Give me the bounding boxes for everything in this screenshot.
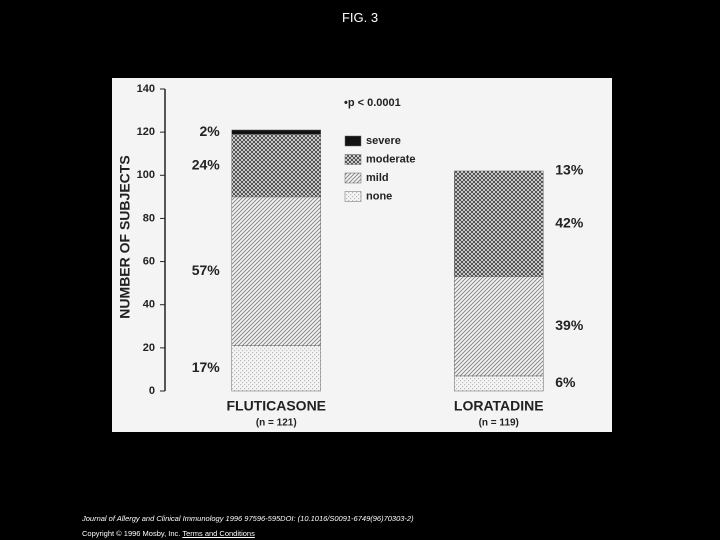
bar-segment [231, 196, 321, 346]
value-label: 57% [192, 262, 221, 278]
x-tick-label: LORATADINE [454, 398, 544, 414]
bar-segment [231, 134, 321, 198]
y-tick-label: 140 [137, 83, 155, 95]
bar-segment [454, 276, 544, 377]
legend-label: mild [366, 172, 389, 184]
category-note: (n = 119) [479, 418, 519, 429]
bar-segment [454, 170, 544, 277]
y-tick-label: 40 [143, 299, 155, 311]
y-axis-title: NUMBER OF SUBJECTS [117, 155, 133, 318]
slide-title: FIG. 3 [341, 10, 379, 25]
value-label: 42% [555, 215, 584, 231]
bar-segment [454, 375, 544, 392]
legend-swatch [344, 154, 362, 165]
value-label: 13% [555, 162, 584, 178]
value-label: 24% [192, 156, 221, 172]
y-tick-label: 100 [137, 169, 155, 181]
y-tick-label: 120 [137, 126, 155, 138]
legend-label: none [366, 190, 392, 202]
legend-swatch [344, 191, 362, 202]
bar-segment [231, 345, 321, 392]
value-label: 2% [200, 123, 221, 139]
copyright: Copyright © 1996 Mosby, Inc. [82, 529, 181, 538]
y-tick-label: 60 [143, 255, 155, 267]
y-tick-label: 20 [143, 342, 155, 354]
value-label: 39% [555, 317, 584, 333]
value-label: 6% [555, 374, 576, 390]
bar-segment [231, 129, 321, 135]
y-tick-label: 0 [149, 385, 155, 397]
copyright-line: Copyright © 1996 Mosby, Inc. Terms and C… [82, 529, 255, 538]
y-tick-label: 80 [143, 212, 155, 224]
legend-swatch [344, 135, 362, 147]
x-tick-label: FLUTICASONE [226, 398, 326, 414]
legend-swatch [344, 172, 362, 184]
value-label: 17% [192, 359, 221, 375]
legend-label: severe [366, 135, 401, 147]
terms-link[interactable]: Terms and Conditions [182, 529, 255, 538]
category-note: (n = 121) [256, 418, 297, 429]
legend-label: moderate [366, 153, 416, 165]
citation: Journal of Allergy and Clinical Immunolo… [82, 514, 414, 523]
annotation: •p < 0.0001 [344, 97, 401, 109]
